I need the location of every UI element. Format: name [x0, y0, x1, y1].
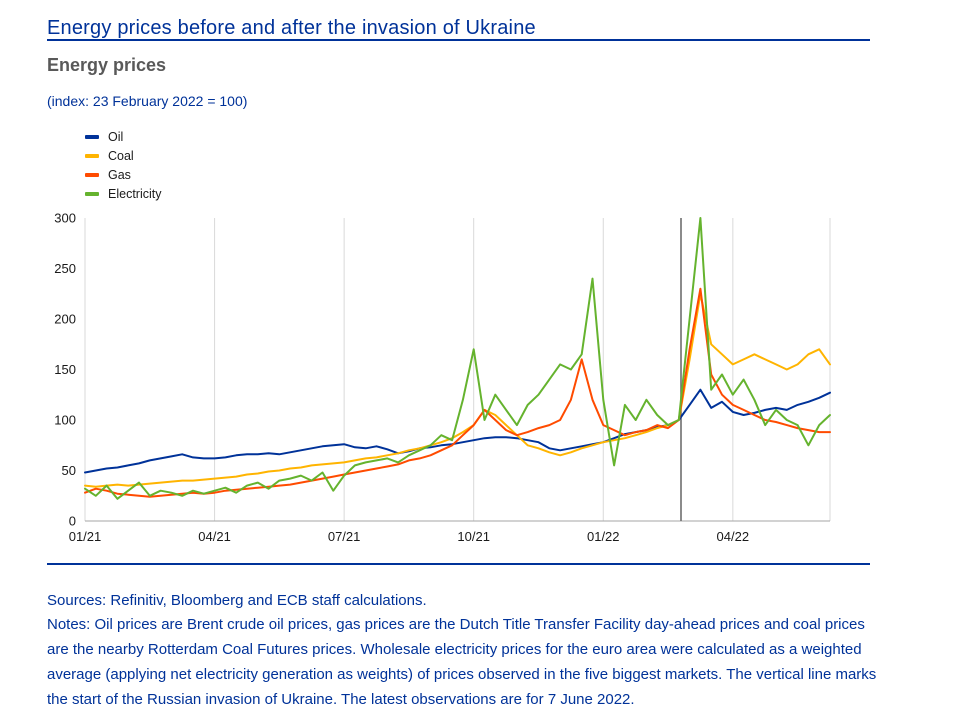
svg-text:04/21: 04/21	[198, 529, 231, 544]
svg-text:04/22: 04/22	[717, 529, 750, 544]
electricity-color-swatch	[85, 191, 99, 196]
page-title: Energy prices before and after the invas…	[47, 17, 536, 40]
chart-heading: Energy prices	[47, 55, 167, 75]
svg-text:250: 250	[54, 261, 76, 276]
svg-text:07/21: 07/21	[328, 529, 361, 544]
svg-text:0: 0	[69, 514, 76, 529]
svg-text:50: 50	[62, 463, 76, 478]
legend-label-oil: Oil	[108, 129, 124, 144]
energy-price-chart: 0 50 100 150 200 250 300 01/21 04/21 07/21 10/21 01…	[35, 210, 835, 545]
legend-label-gas: Gas	[108, 167, 131, 182]
footer-divider	[47, 563, 870, 565]
legend-item-oil: Oil	[85, 127, 161, 146]
legend-item-gas: Gas	[85, 165, 161, 184]
gas-color-swatch	[85, 172, 99, 177]
legend-item-coal: Coal	[85, 146, 161, 165]
oil-color-swatch	[85, 134, 99, 139]
legend-label-coal: Coal	[108, 148, 134, 163]
chart-subtitle: (index: 23 February 2022 = 100)	[47, 93, 248, 109]
sources-text: Sources: Refinitiv, Bloomberg and ECB st…	[47, 592, 427, 609]
svg-text:01/22: 01/22	[587, 529, 620, 544]
chart-legend: Oil Coal Gas Electricity	[85, 127, 161, 203]
coal-color-swatch	[85, 153, 99, 158]
svg-text:100: 100	[54, 413, 76, 428]
title-divider	[47, 39, 870, 41]
line-chart-canvas: 0 50 100 150 200 250 300 01/21 04/21 07/21 10/21 01…	[54, 211, 831, 544]
legend-item-electricity: Electricity	[85, 184, 161, 203]
legend-label-electricity: Electricity	[108, 186, 162, 201]
svg-text:200: 200	[54, 312, 76, 327]
notes-text: Notes: Oil prices are Brent crude oil pr…	[47, 616, 877, 708]
svg-text:10/21: 10/21	[457, 529, 490, 544]
svg-text:300: 300	[54, 211, 76, 226]
svg-text:150: 150	[54, 362, 76, 377]
svg-text:01/21: 01/21	[69, 529, 102, 544]
